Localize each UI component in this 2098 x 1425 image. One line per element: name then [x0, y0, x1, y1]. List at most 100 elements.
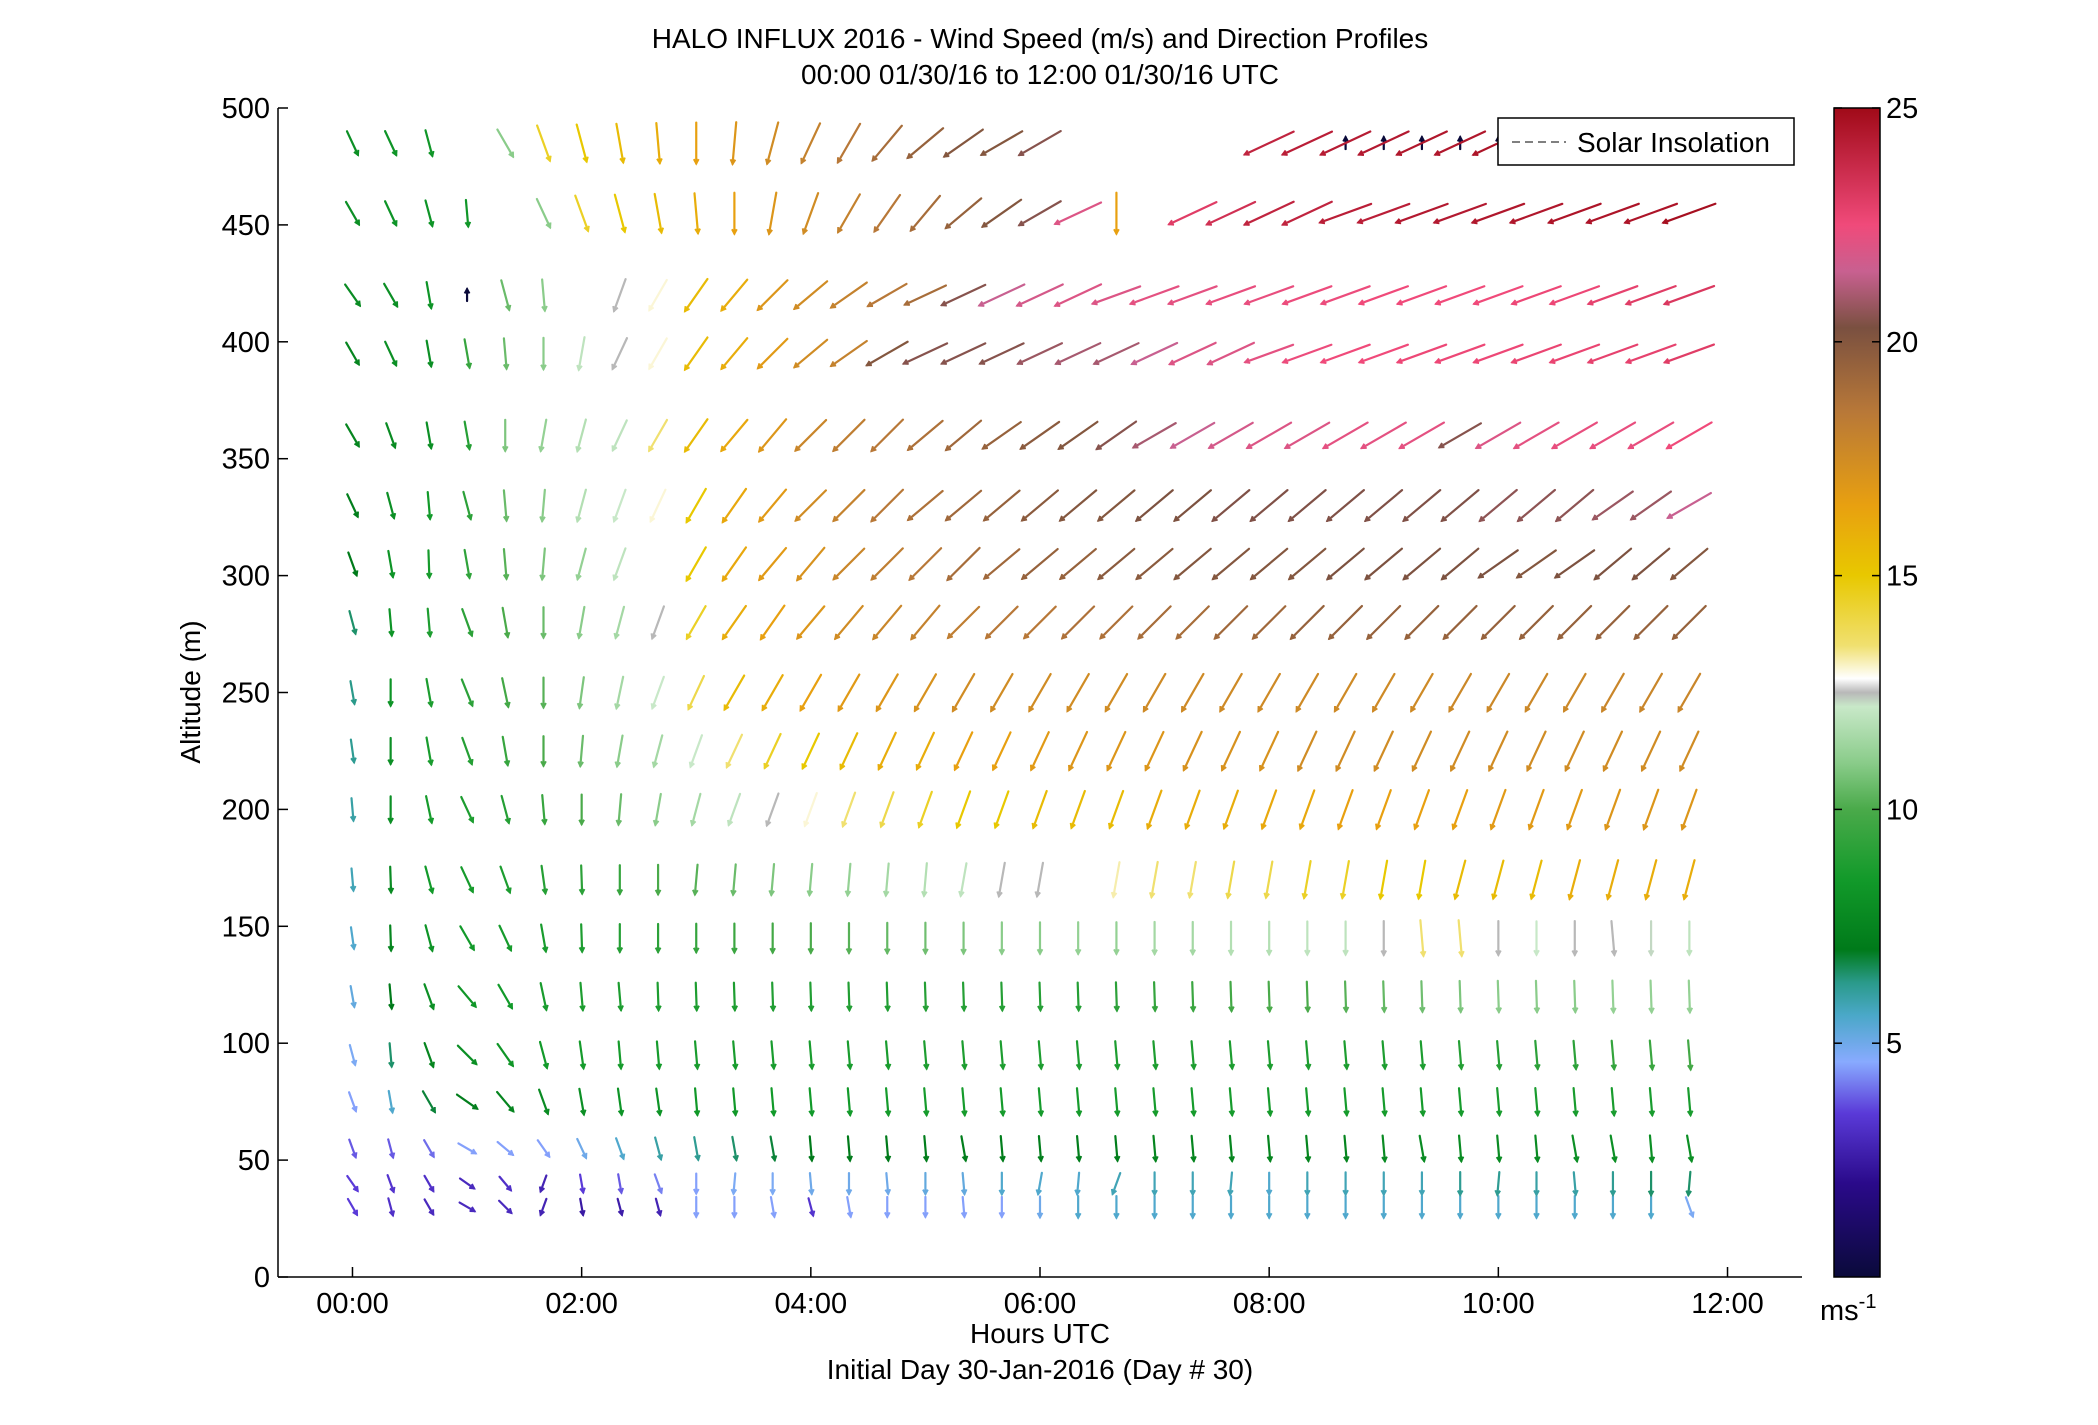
- wind-arrow: [349, 984, 356, 1008]
- wind-arrow-head: [1113, 948, 1120, 956]
- wind-arrow-head: [1304, 1189, 1311, 1197]
- wind-arrow: [344, 283, 361, 307]
- wind-arrow: [1019, 420, 1061, 450]
- wind-arrow: [1568, 859, 1582, 900]
- wind-arrow-head: [1495, 950, 1502, 958]
- wind-arrow: [951, 672, 976, 713]
- wind-arrow-head: [612, 516, 619, 524]
- wind-arrow-head: [1113, 1212, 1120, 1220]
- wind-arrow: [1457, 1039, 1463, 1070]
- wind-arrow: [1589, 421, 1637, 450]
- wind-arrow-head: [1016, 359, 1024, 366]
- wind-arrow-head: [506, 945, 513, 953]
- wind-arrow-head: [1068, 764, 1074, 772]
- wind-arrow: [990, 672, 1014, 713]
- wind-arrow: [423, 1041, 435, 1068]
- wind-arrow-head: [1075, 1063, 1083, 1071]
- wind-arrow-head: [731, 1005, 739, 1013]
- wind-arrow: [1076, 1171, 1081, 1196]
- wind-arrow-head: [1456, 1212, 1464, 1220]
- wind-arrow: [1319, 130, 1372, 156]
- wind-arrow: [866, 282, 908, 308]
- wind-arrow: [923, 981, 927, 1012]
- wind-arrow-head: [1222, 823, 1229, 831]
- wind-arrow: [648, 418, 669, 452]
- wind-arrow-head: [1662, 358, 1670, 365]
- wind-arrow-head: [1189, 1005, 1197, 1013]
- wind-arrow: [1104, 672, 1129, 713]
- wind-arrow-head: [611, 363, 618, 371]
- wind-arrow-head: [1266, 1155, 1274, 1163]
- wind-arrow: [1152, 1134, 1157, 1163]
- wind-arrow-head: [884, 1005, 891, 1013]
- wind-arrow: [1305, 980, 1309, 1013]
- wind-arrow-head: [656, 1209, 663, 1218]
- wind-arrow: [959, 862, 968, 897]
- wind-arrow-head: [1686, 1110, 1694, 1118]
- wind-arrow: [793, 338, 829, 369]
- wind-arrow: [655, 1040, 661, 1070]
- wind-arrow: [538, 1088, 549, 1115]
- wind-arrow-head: [1510, 299, 1518, 306]
- wind-arrow-head: [693, 1063, 701, 1071]
- wind-arrow-head: [758, 516, 765, 523]
- wind-arrow: [1167, 201, 1218, 226]
- wind-arrow: [903, 284, 948, 306]
- wind-arrow-head: [801, 228, 808, 236]
- wind-arrow: [1335, 730, 1356, 772]
- wind-arrow-head: [1036, 1212, 1044, 1220]
- wind-arrow-head: [1152, 1063, 1159, 1071]
- wind-arrow: [1264, 860, 1274, 899]
- wind-arrow-head: [1556, 633, 1564, 641]
- wind-arrow: [1229, 980, 1233, 1013]
- wind-arrow-head: [391, 360, 398, 368]
- wind-arrow: [979, 342, 1025, 365]
- wind-arrow: [1595, 604, 1631, 640]
- wind-arrow: [1492, 859, 1505, 900]
- wind-arrow-head: [1380, 950, 1388, 958]
- wind-arrow-head: [1418, 1189, 1426, 1197]
- wind-arrow-head: [1363, 515, 1371, 523]
- wind-arrow-head: [1342, 949, 1349, 957]
- wind-arrow: [1496, 1170, 1501, 1196]
- colorbar-tick-label: 10: [1886, 794, 1918, 826]
- wind-arrow: [1571, 1134, 1579, 1163]
- wind-arrow-head: [388, 630, 395, 638]
- wind-arrow: [1519, 604, 1554, 640]
- wind-arrow: [496, 1042, 514, 1067]
- wind-arrow-head: [829, 361, 837, 368]
- wind-arrow-head: [763, 762, 770, 770]
- wind-arrow-head: [1335, 765, 1342, 773]
- wind-arrow: [1528, 788, 1545, 830]
- wind-arrow: [871, 124, 903, 162]
- wind-arrow-head: [1074, 1189, 1081, 1197]
- wind-arrow: [1375, 789, 1392, 830]
- wind-arrow: [499, 865, 512, 894]
- wind-arrow-head: [693, 1005, 700, 1013]
- wind-arrow: [1205, 285, 1257, 305]
- wind-arrow: [846, 862, 852, 897]
- wind-arrow: [808, 1087, 814, 1117]
- wind-arrow: [808, 1172, 813, 1195]
- wind-arrow-head: [884, 1110, 892, 1118]
- wind-arrow-head: [1432, 218, 1440, 225]
- wind-arrow-head: [1037, 1155, 1044, 1163]
- y-tick-label: 500: [222, 93, 270, 125]
- wind-arrow: [1648, 1039, 1654, 1071]
- wind-arrow: [1534, 1039, 1539, 1070]
- wind-arrow-head: [910, 633, 917, 641]
- wind-arrow: [579, 981, 584, 1012]
- wind-arrow-head: [1419, 950, 1427, 958]
- wind-arrow: [1208, 421, 1254, 449]
- wind-arrow: [423, 1139, 435, 1158]
- wind-arrow-head: [1687, 1064, 1694, 1072]
- wind-arrow: [1302, 860, 1312, 900]
- wind-arrow: [615, 734, 624, 768]
- wind-arrow: [923, 1087, 928, 1117]
- wind-arrow-head: [1631, 574, 1639, 581]
- wind-arrow: [1054, 201, 1103, 225]
- colorbar-unit-label: ms-1: [1820, 1291, 1876, 1327]
- wind-arrow-head: [1281, 357, 1289, 364]
- wind-arrow: [915, 731, 935, 771]
- wind-arrow-head: [770, 1063, 777, 1071]
